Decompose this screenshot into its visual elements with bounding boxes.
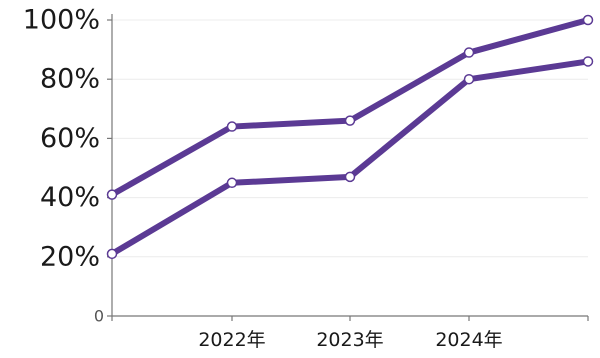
x-tick-label: 2024年 [435, 329, 502, 351]
y-tick-label: 80% [40, 64, 100, 95]
y-axis-ticks: 0 20% 40% 60% 80% 100% [23, 5, 112, 326]
y-tick-label: 100% [23, 5, 100, 36]
x-axis-ticks: 2022年 2023年 2024年 [111, 316, 589, 351]
data-point-series1-4 [463, 47, 475, 58]
data-point-series2-2 [226, 177, 238, 189]
data-point-series1-5 [582, 14, 594, 26]
y-tick-label: 40% [40, 182, 100, 213]
data-point-series1-2 [226, 121, 238, 132]
data-point-series1-1 [106, 189, 118, 200]
data-point-series2-3 [344, 171, 356, 183]
series-line-1 [109, 17, 591, 198]
data-point-series2-5 [582, 56, 594, 67]
y-tick-label: 60% [40, 123, 100, 154]
y-tick-label: 0 [94, 307, 104, 326]
data-point-series2-1 [106, 248, 118, 260]
series-group [106, 14, 594, 260]
x-tick-label: 2022年 [198, 329, 265, 351]
data-point-series2-4 [463, 73, 475, 85]
data-point-series1-3 [344, 115, 356, 126]
y-tick-label: 20% [40, 241, 100, 272]
axes [111, 14, 588, 317]
x-tick-label: 2023年 [316, 329, 383, 351]
gridlines [112, 19, 588, 258]
series-line-2 [109, 58, 591, 257]
